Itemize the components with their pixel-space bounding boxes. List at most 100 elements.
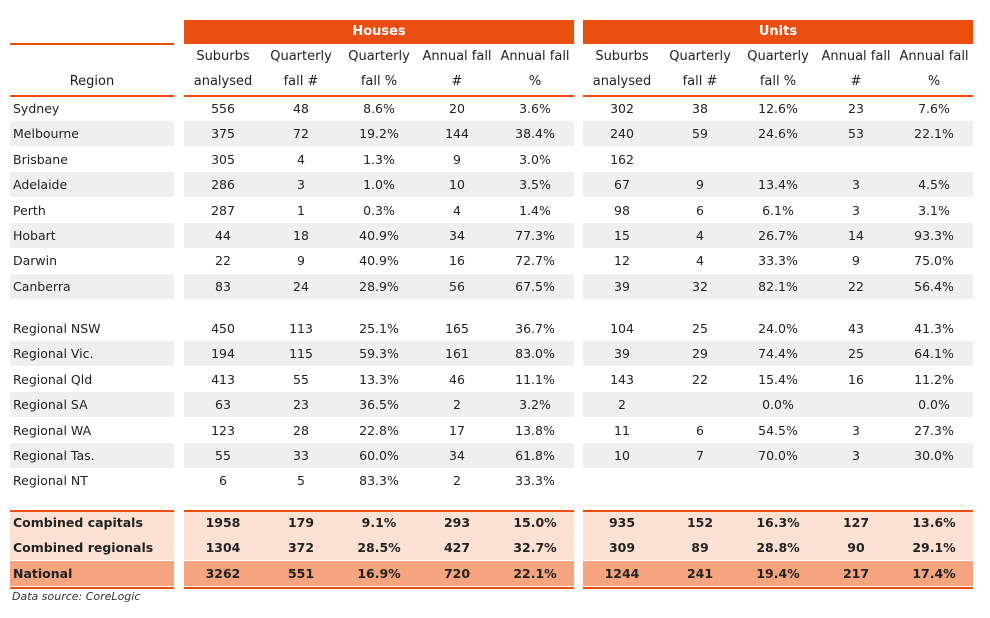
- houses-column-header-1-line-0: Quarterly: [270, 49, 332, 64]
- houses-value-cell: 1.0%: [363, 177, 395, 193]
- houses-value-cell: 113: [289, 321, 313, 336]
- units-value-cell: 241: [686, 565, 714, 581]
- table-row: Melbourne 375 72 19.2% 144 38.4% 240 59 24.6% 53 2…: [0, 121, 990, 147]
- houses-value-cell: 32.7%: [513, 540, 557, 556]
- units-value-cell: [583, 468, 661, 493]
- units-column-header-2-line-0: Quarterly: [747, 49, 809, 64]
- houses-value-cell: 28.5%: [357, 540, 401, 556]
- houses-column-header-2-line-1: fall %: [360, 74, 398, 89]
- houses-value-cell: 38.4%: [515, 126, 555, 142]
- houses-value-cell: 44: [215, 228, 231, 243]
- region-cell: Hobart: [10, 223, 174, 248]
- units-value-cell: 9: [852, 253, 860, 269]
- totals-bottom-rule-2: [583, 587, 973, 589]
- header-rule-units: [583, 95, 973, 97]
- units-value-cell: 935: [608, 515, 636, 530]
- units-column-header-0-line-1: analysed: [592, 74, 652, 89]
- houses-value-cell: 556: [211, 101, 235, 116]
- units-value-cell: 26.7%: [758, 228, 798, 243]
- units-value-cell: 11: [614, 422, 630, 438]
- houses-value-cell: 22.8%: [359, 422, 399, 438]
- units-value-cell: 75.0%: [914, 253, 954, 269]
- units-value-cell: [661, 468, 739, 493]
- houses-value-cell: 1: [297, 202, 305, 218]
- houses-row-background: [184, 510, 574, 535]
- houses-column-header-0-line-0: Suburbs: [196, 49, 250, 64]
- table-row: Regional SA 63 23 36.5% 2 3.2% 2 0.0% 0.0%: [0, 392, 990, 418]
- units-row-background: [583, 535, 973, 561]
- units-value-cell: 22: [848, 278, 864, 294]
- units-value-cell: 22.1%: [914, 126, 954, 142]
- houses-value-cell: 9: [297, 253, 305, 269]
- units-value-cell: 70.0%: [758, 448, 798, 463]
- region-cell: Regional Vic.: [10, 341, 174, 367]
- units-value-cell: 240: [610, 126, 634, 142]
- units-value-cell: 67: [614, 177, 630, 193]
- units-value-cell: 16.3%: [756, 515, 800, 530]
- houses-column-header-3-line-1: #: [451, 74, 463, 89]
- table-row: Canberra 83 24 28.9% 56 67.5% 39 32 82.1% 22 56.4%: [0, 273, 990, 299]
- units-value-cell: 29.1%: [912, 540, 956, 556]
- region-cell: Combined regionals: [10, 535, 174, 561]
- houses-value-cell: 287: [211, 202, 235, 218]
- houses-column-header-4-line-0: Annual fall: [500, 49, 570, 64]
- table-row: Regional Vic. 194 115 59.3% 161 83.0% 39 29 74.4…: [0, 341, 990, 367]
- units-value-cell: 30.0%: [914, 448, 954, 463]
- houses-value-cell: 22: [215, 253, 231, 269]
- units-value-cell: 27.3%: [914, 422, 954, 438]
- houses-row-background: [184, 392, 574, 418]
- data-source-note: Data source: CoreLogic: [12, 590, 141, 603]
- houses-column-header-0-line-1: analysed: [193, 74, 253, 89]
- region-cell: Perth: [13, 202, 46, 218]
- houses-value-cell: 123: [211, 422, 235, 438]
- houses-value-cell: 40.9%: [359, 253, 399, 269]
- houses-row-background: [184, 560, 574, 586]
- region-cell: Sydney: [13, 101, 60, 116]
- region-cell: National: [10, 560, 174, 586]
- units-value-cell: 3.1%: [918, 202, 950, 218]
- region-cell: Regional Qld: [13, 371, 93, 387]
- region-cell: Canberra: [10, 273, 174, 299]
- houses-value-cell: 56: [449, 278, 465, 294]
- totals-row: Combined regionals 1304 372 28.5% 427 32.7% 30…: [0, 535, 990, 561]
- units-value-cell: 0.0%: [762, 397, 794, 413]
- houses-value-cell: 1304: [205, 540, 241, 556]
- units-value-cell: [895, 468, 973, 493]
- houses-row-background: [184, 172, 574, 198]
- houses-value-cell: 305: [211, 151, 235, 167]
- units-value-cell: 15.4%: [758, 371, 798, 387]
- houses-value-cell: 40.9%: [359, 228, 399, 243]
- units-value-cell: 43: [848, 321, 864, 336]
- units-value-cell: 13.4%: [758, 177, 798, 193]
- houses-value-cell: 6: [219, 473, 227, 489]
- table-row: Regional Qld 413 55 13.3% 46 11.1% 143 22 15.4% 1…: [0, 367, 990, 392]
- houses-value-cell: 23: [293, 397, 309, 413]
- units-value-cell: 104: [610, 321, 634, 336]
- houses-value-cell: 10: [449, 177, 465, 193]
- houses-value-cell: 55: [293, 371, 309, 387]
- houses-value-cell: 194: [211, 346, 235, 362]
- units-value-cell: 53: [848, 126, 864, 142]
- units-column-header-2-line-1: fall %: [759, 74, 797, 89]
- houses-value-cell: 8.6%: [363, 101, 395, 116]
- houses-value-cell: 61.8%: [515, 448, 555, 463]
- houses-value-cell: 34: [449, 448, 465, 463]
- units-value-cell: [817, 147, 895, 172]
- houses-value-cell: 0.3%: [363, 202, 395, 218]
- units-value-cell: [739, 468, 817, 493]
- units-value-cell: 3: [852, 177, 860, 193]
- units-value-cell: 19.4%: [756, 565, 800, 581]
- houses-value-cell: 48: [293, 101, 309, 116]
- totals-top-rule-1: [184, 510, 574, 512]
- table-row: Sydney 556 48 8.6% 20 3.6% 302 38 12.6% 23 7.6%: [0, 96, 990, 121]
- houses-value-cell: 2: [453, 473, 461, 489]
- table-row: Hobart 44 18 40.9% 34 77.3% 15 4 26.7% 14 93.3%: [0, 223, 990, 248]
- units-column-header-4-line-0: Annual fall: [899, 49, 969, 64]
- region-cell: Regional SA: [10, 392, 174, 418]
- units-value-cell: 0.0%: [918, 397, 950, 413]
- units-row-background: [583, 121, 973, 147]
- units-value-cell: 23: [848, 101, 864, 116]
- totals-row: Combined capitals 1958 179 9.1% 293 15.0% 935 1…: [0, 510, 990, 535]
- table-row: Darwin 22 9 40.9% 16 72.7% 12 4 33.3% 9 75.0%: [0, 248, 990, 273]
- units-value-cell: [661, 147, 739, 172]
